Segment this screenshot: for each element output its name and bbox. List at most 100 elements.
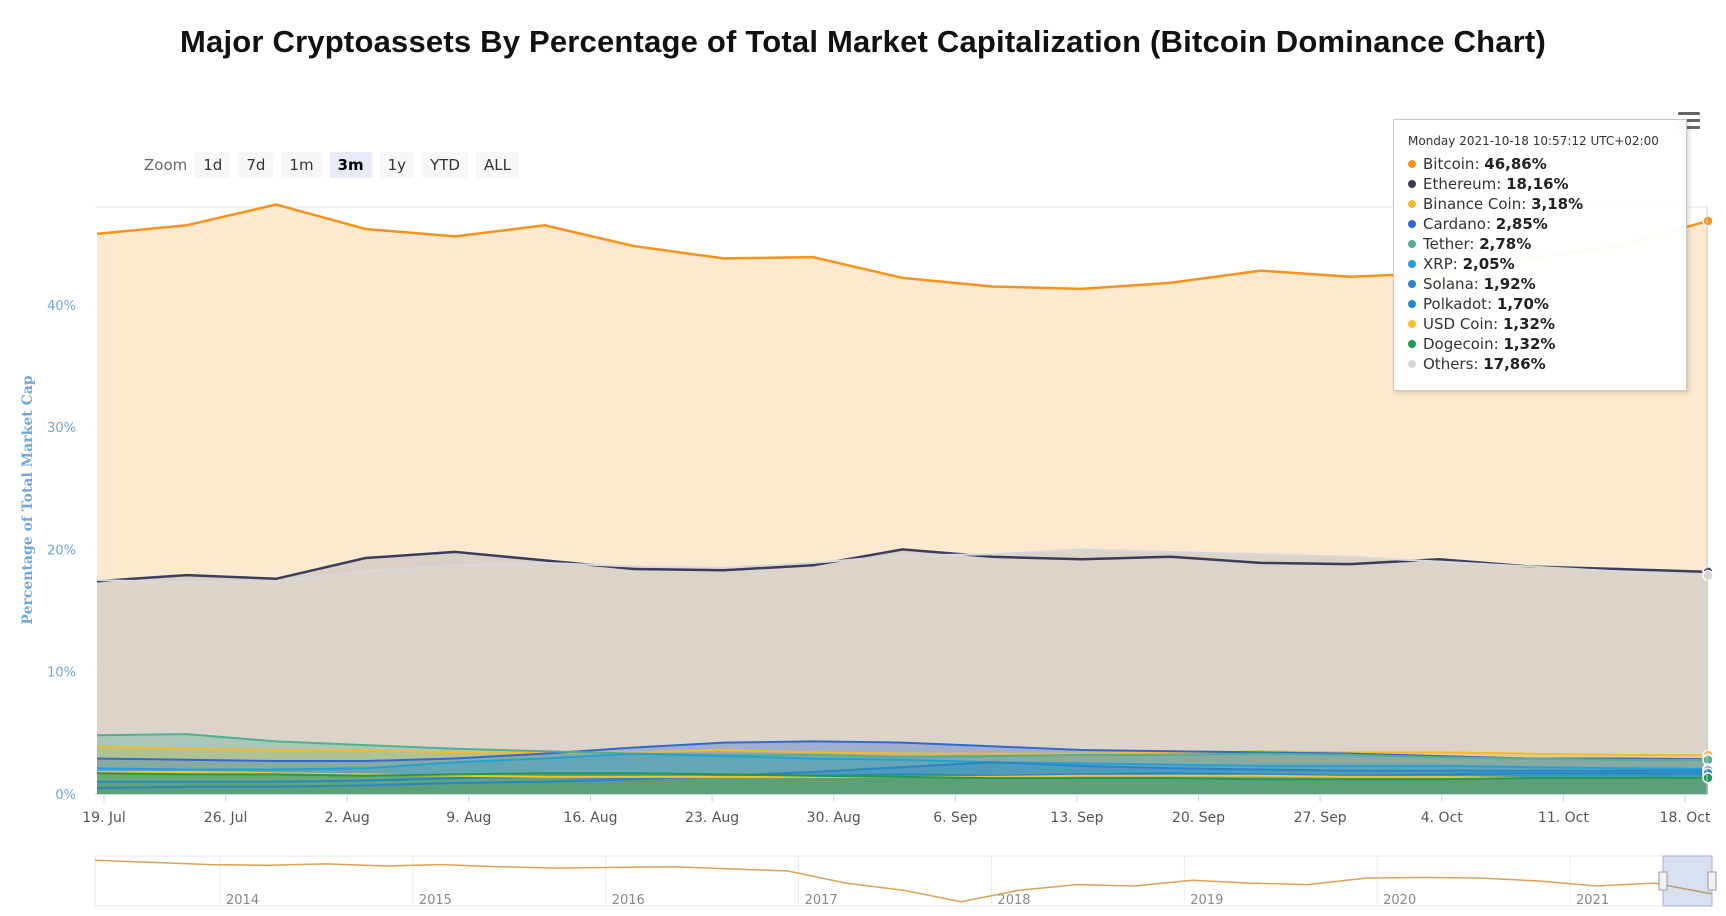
tooltip-series-value: 17,86% <box>1483 355 1546 373</box>
zoom-button-ytd[interactable]: YTD <box>422 152 468 178</box>
legend-dot-icon <box>1408 340 1416 348</box>
tooltip-series-name: Binance Coin <box>1423 195 1522 213</box>
zoom-button-1m[interactable]: 1m <box>281 152 322 178</box>
navigator-frame <box>94 855 1713 907</box>
series-line-solana <box>96 761 1709 789</box>
area-others <box>97 549 1708 794</box>
x-tick-label: 19. Jul <box>82 810 126 826</box>
page-title: Major Cryptoassets By Percentage of Tota… <box>180 24 1546 59</box>
tooltip-series-name: Ethereum <box>1423 175 1497 193</box>
tooltip-series-name: Bitcoin <box>1423 155 1475 173</box>
tooltip-row: Ethereum: 18,16% <box>1408 174 1686 194</box>
tooltip-series-value: 1,32% <box>1502 315 1556 333</box>
tooltip-row: Bitcoin: 46,86% <box>1408 154 1686 174</box>
tooltip-series-name: Cardano <box>1423 215 1486 233</box>
navigator-year-label: 2016 <box>612 893 645 908</box>
tooltip-series-name: USD Coin <box>1423 315 1494 333</box>
navigator-year-label: 2014 <box>226 893 259 908</box>
tooltip-series-name: Solana <box>1423 275 1474 293</box>
zoom-button-all[interactable]: ALL <box>475 152 519 178</box>
navigator-year-label: 2018 <box>997 893 1030 908</box>
tooltip-row: Binance Coin: 3,18% <box>1408 194 1686 214</box>
chart-menu-icon[interactable] <box>1678 112 1700 130</box>
legend-dot-icon <box>1408 180 1416 188</box>
x-tick-label: 4. Oct <box>1421 810 1464 826</box>
x-tick-label: 23. Aug <box>685 810 739 826</box>
navigator-selection[interactable] <box>1662 855 1713 907</box>
navigator-year-label: 2019 <box>1190 893 1223 908</box>
navigator-line <box>94 859 1713 903</box>
x-tick-label: 30. Aug <box>807 810 861 826</box>
tooltip-row: XRP: 2,05% <box>1408 254 1686 274</box>
zoom-button-1d[interactable]: 1d <box>195 152 231 178</box>
tooltip-row: Dogecoin: 1,32% <box>1408 334 1686 354</box>
tooltip-series-name: Dogecoin <box>1423 335 1494 353</box>
series-line-polkadot <box>97 772 1708 783</box>
tooltip-row: Tether: 2,78% <box>1408 234 1686 254</box>
data-point-others <box>1702 569 1714 582</box>
x-tick-label: 9. Aug <box>446 810 491 826</box>
tooltip-series-value: 2,85% <box>1495 215 1548 233</box>
x-tick-label: 13. Sep <box>1050 810 1103 826</box>
legend-dot-icon <box>1408 200 1416 208</box>
navigator-year-label: 2015 <box>419 893 452 908</box>
x-tick-label: 18. Oct <box>1660 810 1711 826</box>
legend-dot-icon <box>1408 260 1416 268</box>
y-tick-label: 20% <box>47 543 76 558</box>
tooltip-series-value: 3,18% <box>1531 195 1584 213</box>
legend-dot-icon <box>1408 280 1416 288</box>
tooltip-row: Cardano: 2,85% <box>1408 214 1686 234</box>
navigator-year-label: 2017 <box>805 893 838 908</box>
series-line-dogecoin <box>96 772 1709 781</box>
tooltip-series-value: 1,32% <box>1503 335 1556 353</box>
tooltip-row: Others: 17,86% <box>1408 354 1686 374</box>
series-line-binance-coin <box>96 745 1709 757</box>
y-tick-label: 0% <box>55 788 76 803</box>
tooltip-date: Monday 2021-10-18 10:57:12 UTC+02:00 <box>1408 134 1659 148</box>
x-tick-label: 11. Oct <box>1538 810 1589 826</box>
series-line-tether <box>96 733 1709 761</box>
series-line-ethereum <box>96 548 1709 583</box>
y-tick-label: 30% <box>47 421 76 436</box>
legend-dot-icon <box>1408 320 1416 328</box>
tooltip-row: Solana: 1,92% <box>1408 274 1686 294</box>
tooltip-row: USD Coin: 1,32% <box>1408 314 1686 334</box>
navigator-year-label: 2021 <box>1576 893 1609 908</box>
tooltip-series-name: Tether <box>1423 235 1470 253</box>
zoom-button-7d[interactable]: 7d <box>238 152 274 178</box>
series-line-others <box>96 548 1709 584</box>
tooltip-series-value: 2,05% <box>1462 255 1515 273</box>
y-tick-label: 10% <box>47 666 76 681</box>
zoom-button-1y[interactable]: 1y <box>379 152 415 178</box>
x-tick-label: 6. Sep <box>933 810 977 826</box>
navigator-handle-left[interactable] <box>1658 871 1668 891</box>
x-tick-label: 20. Sep <box>1172 810 1225 826</box>
zoom-label: Zoom <box>144 156 188 174</box>
tooltip-series-value: 1,70% <box>1496 295 1549 313</box>
zoom-button-3m[interactable]: 3m <box>329 152 372 178</box>
series-line-cardano <box>96 740 1709 762</box>
zoom-selector: Zoom 1d 7d 1m 3m 1y YTD ALL <box>144 152 527 178</box>
tooltip-series-value: 46,86% <box>1484 155 1547 173</box>
y-tick-label: 40% <box>47 299 76 314</box>
navigator-year-label: 2020 <box>1383 893 1416 908</box>
x-tick-label: 27. Sep <box>1294 810 1347 826</box>
x-tick-label: 16. Aug <box>563 810 617 826</box>
navigator-handle-right[interactable] <box>1707 871 1717 891</box>
tooltip-series-value: 1,92% <box>1483 275 1536 293</box>
legend-dot-icon <box>1408 220 1416 228</box>
legend-dot-icon <box>1408 300 1416 308</box>
tooltip-row: Polkadot: 1,70% <box>1408 294 1686 314</box>
tooltip-series-value: 18,16% <box>1506 175 1569 193</box>
tooltip-series-value: 2,78% <box>1479 235 1532 253</box>
tooltip-series-name: XRP <box>1423 255 1453 273</box>
x-tick-label: 2. Aug <box>325 810 370 826</box>
x-tick-label: 26. Jul <box>204 810 248 826</box>
legend-dot-icon <box>1408 240 1416 248</box>
tooltip-series-name: Others <box>1423 355 1474 373</box>
tooltip: Monday 2021-10-18 10:57:12 UTC+02:00 Bit… <box>1393 119 1687 391</box>
legend-dot-icon <box>1408 160 1416 168</box>
legend-dot-icon <box>1408 360 1416 368</box>
data-point-dogecoin <box>1702 772 1714 784</box>
